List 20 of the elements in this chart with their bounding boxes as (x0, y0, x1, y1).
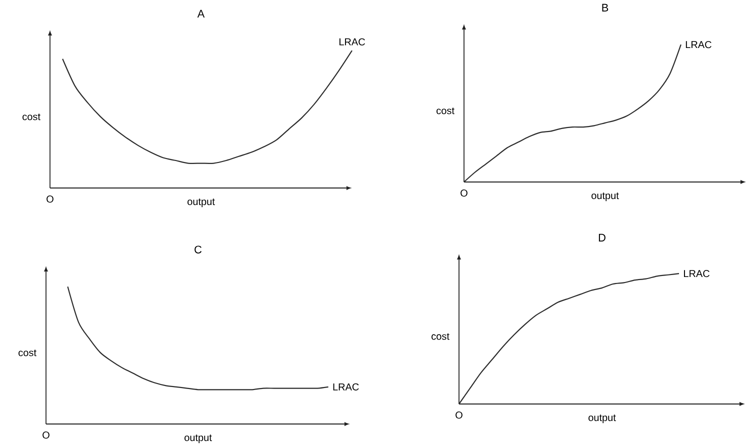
series-label: LRAC (339, 38, 365, 46)
chart-title: A (197, 10, 205, 18)
chart-title: C (194, 246, 202, 254)
chart-title: D (598, 234, 606, 242)
y-axis-title: cost (22, 114, 40, 120)
x-axis-title: output (588, 414, 616, 424)
y-axis-title: cost (432, 333, 450, 340)
series-label: LRAC (684, 270, 710, 278)
x-axis-title: output (188, 198, 215, 208)
x-axis-title: output (592, 192, 619, 202)
y-axis-title: cost (18, 350, 36, 356)
text: O (456, 412, 462, 419)
text: O (46, 196, 54, 203)
x-axis-title: output (184, 434, 212, 444)
text: O (460, 190, 468, 197)
chart-title: B (602, 4, 608, 12)
series-label: LRAC (333, 383, 359, 390)
series-label: LRAC (686, 41, 712, 48)
text: O (42, 432, 50, 439)
y-axis-title: cost (436, 108, 454, 114)
